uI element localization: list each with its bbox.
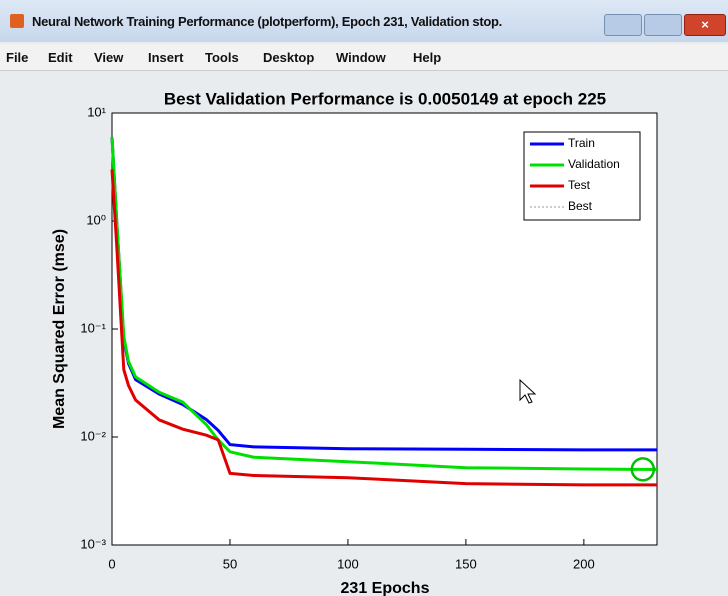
- x-tick-label: 150: [455, 556, 477, 571]
- maximize-button[interactable]: [644, 14, 682, 36]
- menu-item[interactable]: File: [6, 50, 28, 65]
- y-tick-label: 10⁻³: [80, 536, 106, 551]
- app-icon: [10, 14, 24, 28]
- menu-item[interactable]: Insert: [148, 50, 183, 65]
- x-tick-label: 50: [223, 556, 237, 571]
- y-tick-label: 10⁻¹: [80, 320, 106, 335]
- page: Neural Network Training Performance (plo…: [0, 0, 728, 596]
- x-axis-label: 231 Epochs: [341, 580, 430, 596]
- menu-item[interactable]: Help: [413, 50, 441, 65]
- legend-label: Test: [568, 178, 591, 192]
- menu-bar: File Edit View Insert Tools Desktop Window Help: [0, 44, 728, 71]
- window-title: Neural Network Training Performance (plo…: [32, 14, 502, 29]
- menu-item[interactable]: View: [94, 50, 123, 65]
- x-tick-label: 200: [573, 556, 595, 571]
- chart: Best Validation Performance is 0.0050149…: [0, 72, 728, 596]
- y-tick-label: 10⁻²: [80, 428, 106, 443]
- legend-label: Train: [568, 136, 595, 150]
- title-bar: Neural Network Training Performance (plo…: [0, 0, 728, 42]
- y-tick-label: 10⁰: [86, 212, 106, 227]
- legend-label: Best: [568, 199, 593, 213]
- x-tick-label: 100: [337, 556, 359, 571]
- menu-item[interactable]: Edit: [48, 50, 73, 65]
- y-axis-label: Mean Squared Error (mse): [51, 229, 68, 429]
- close-button[interactable]: ×: [684, 14, 726, 36]
- menu-item[interactable]: Window: [336, 50, 386, 65]
- menu-item[interactable]: Desktop: [263, 50, 314, 65]
- menu-item[interactable]: Tools: [205, 50, 239, 65]
- y-tick-label: 10¹: [87, 104, 106, 119]
- x-tick-label: 0: [108, 556, 115, 571]
- chart-title: Best Validation Performance is 0.0050149…: [164, 89, 606, 108]
- minimize-button[interactable]: [604, 14, 642, 36]
- legend-label: Validation: [568, 157, 620, 171]
